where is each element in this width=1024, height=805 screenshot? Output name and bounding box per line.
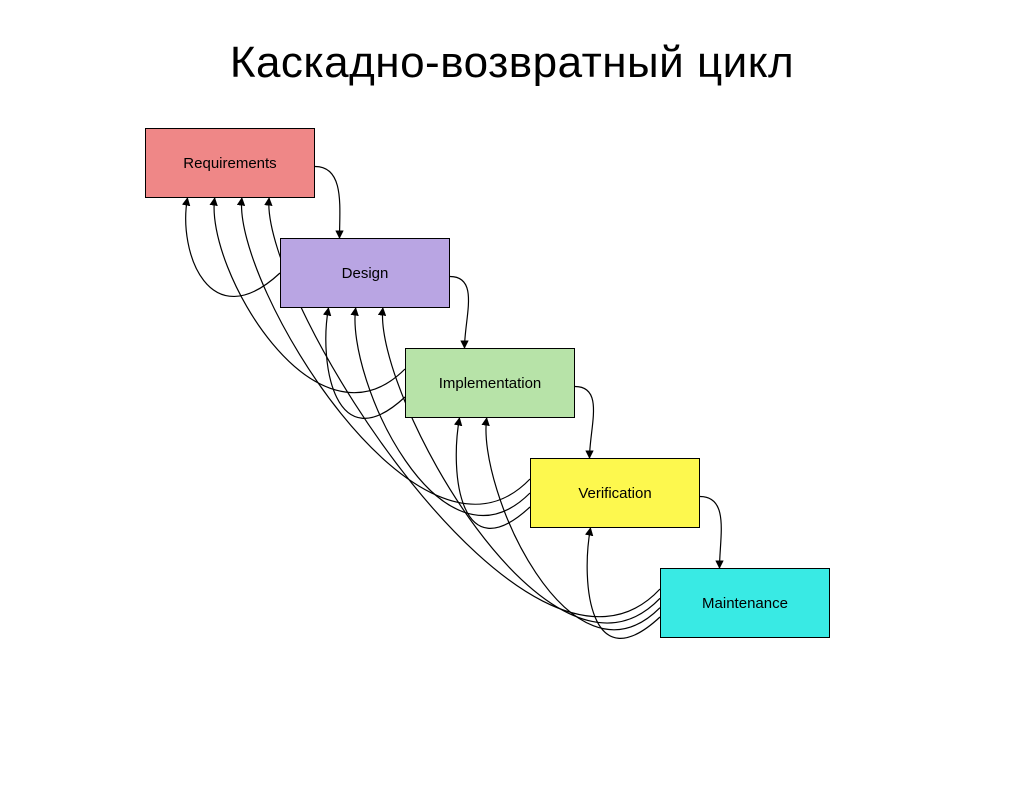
- node-impl: Implementation: [405, 348, 575, 418]
- node-ver: Verification: [530, 458, 700, 528]
- page-title: Каскадно-возвратный цикл: [0, 38, 1024, 88]
- diagram-canvas: Requirements Design Implementation Verifica…: [0, 88, 1024, 708]
- node-maint: Maintenance: [660, 568, 830, 638]
- node-des: Design: [280, 238, 450, 308]
- node-req: Requirements: [145, 128, 315, 198]
